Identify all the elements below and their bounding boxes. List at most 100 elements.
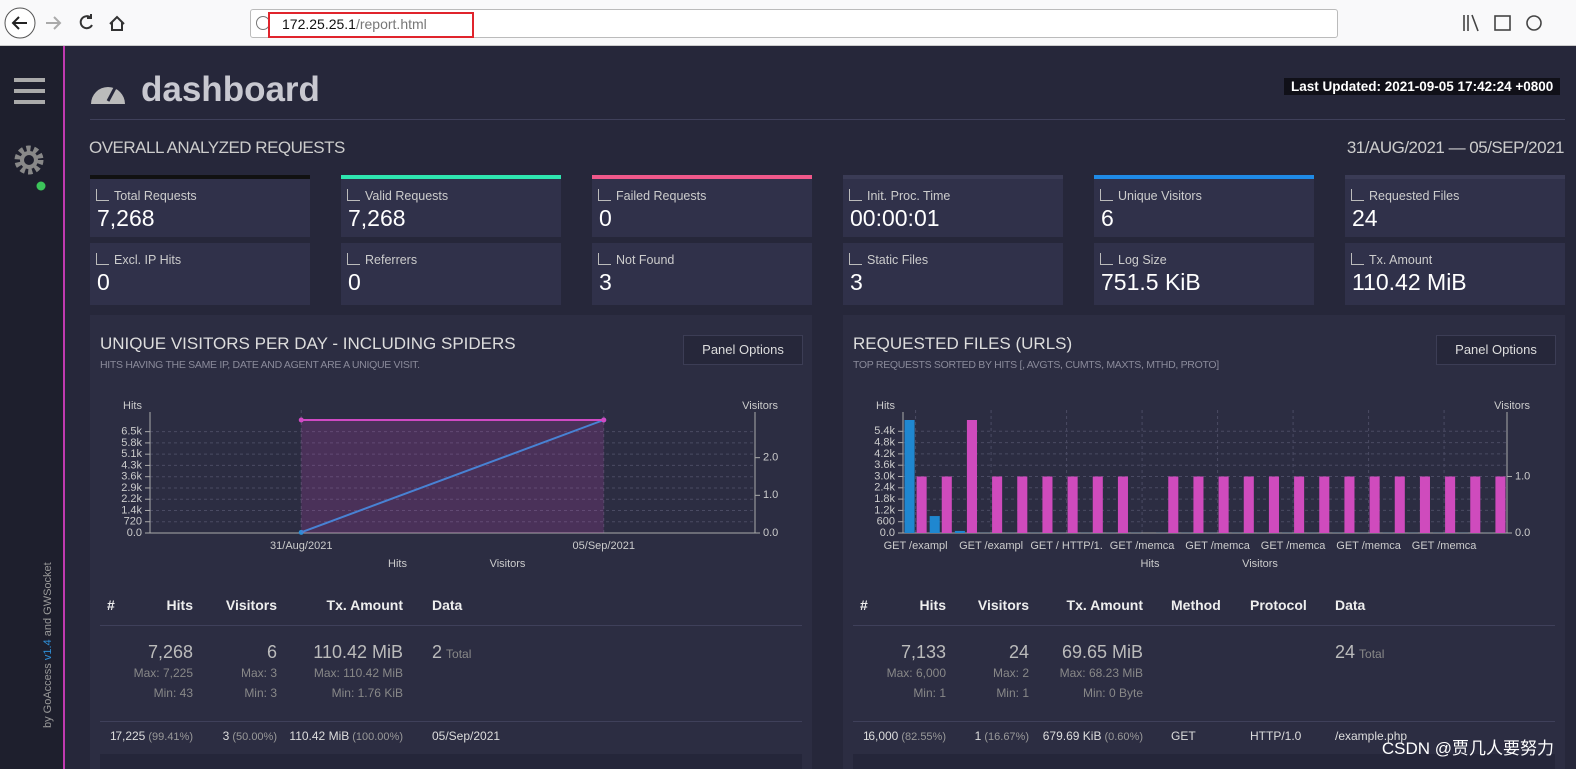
y-tick-label: 6.5k xyxy=(121,426,142,438)
cell-percent: (0.60%) xyxy=(1104,731,1143,743)
summary-min: Min: 1 xyxy=(913,686,946,700)
column-header[interactable]: Protocol xyxy=(1250,597,1307,613)
y-tick-label: 3.0k xyxy=(874,470,895,482)
bar xyxy=(1117,476,1128,533)
card-icon xyxy=(849,253,862,265)
divider xyxy=(90,119,1565,120)
y-tick-label: 5.8k xyxy=(121,437,142,449)
bar xyxy=(954,530,965,533)
legend-item: Visitors xyxy=(1242,558,1278,570)
card-value: 00:00:01 xyxy=(850,205,940,231)
bar xyxy=(1470,476,1481,533)
column-header[interactable]: Visitors xyxy=(225,597,277,613)
cell-value: 1 xyxy=(863,729,870,743)
y-tick-label: 4.8k xyxy=(874,437,895,449)
column-header[interactable]: Visitors xyxy=(977,597,1029,613)
card-value: 751.5 KiB xyxy=(1101,269,1201,295)
summary-total: 2 Total xyxy=(432,642,471,663)
summary-max: Max: 7,225 xyxy=(133,666,193,680)
home-button[interactable] xyxy=(109,15,125,31)
column-header[interactable]: Hits xyxy=(919,597,946,613)
line xyxy=(300,419,605,534)
card-icon xyxy=(1100,189,1113,201)
cell-value: GET xyxy=(1171,729,1196,743)
card-value: 0 xyxy=(97,269,110,295)
table-cell: 679.69 KiB (0.60%) xyxy=(1043,729,1143,743)
column-header[interactable]: Data xyxy=(1335,597,1366,613)
card-label: Unique Visitors xyxy=(1118,189,1202,203)
gauge-needle xyxy=(106,85,118,102)
cell-percent: (100.00%) xyxy=(352,731,403,743)
bar xyxy=(1344,476,1355,533)
column-header[interactable]: Hits xyxy=(166,597,193,613)
reload-button[interactable] xyxy=(79,14,93,30)
x-tick-label: GET /exampl xyxy=(884,540,948,552)
x-tick-label: GET /memca xyxy=(1336,540,1401,552)
panel xyxy=(843,315,1565,769)
panel-options[interactable]: Panel Options xyxy=(1436,335,1556,365)
browser-toolbar: 172.25.25.1/report.html xyxy=(0,0,1576,46)
y2-tick-label: 1.0 xyxy=(1515,470,1530,482)
y-tick-label: 5.1k xyxy=(121,448,142,460)
y-axis-title: Hits xyxy=(876,400,895,412)
bar xyxy=(1243,476,1254,533)
account-icon[interactable] xyxy=(1526,15,1542,31)
card-value: 24 xyxy=(1352,205,1378,231)
card-label: Requested Files xyxy=(1369,189,1460,203)
stat-card: Log Size 751.5 KiB xyxy=(1094,243,1314,305)
y-tick-label: 4.3k xyxy=(121,459,142,471)
cell-percent: (16.67%) xyxy=(984,731,1029,743)
y-tick-label: 3.6k xyxy=(874,459,895,471)
row-line xyxy=(853,721,1555,722)
y-tick-label: 600 xyxy=(877,516,895,528)
next-row xyxy=(100,754,802,769)
settings-gear[interactable] xyxy=(14,145,44,175)
menu-bar[interactable] xyxy=(14,78,45,82)
cell-value: 3 xyxy=(222,729,230,743)
column-header[interactable]: Method xyxy=(1171,597,1221,613)
y2-tick-label: 0.0 xyxy=(1515,527,1530,539)
bar xyxy=(1394,476,1405,533)
bar xyxy=(1218,476,1229,533)
url-field[interactable]: 172.25.25.1/report.html xyxy=(250,9,1338,38)
bar xyxy=(941,476,952,533)
stat-card: Valid Requests 7,268 xyxy=(341,175,561,237)
column-header[interactable]: Tx. Amount xyxy=(1066,597,1143,613)
bar xyxy=(1017,476,1028,533)
cell-percent: (50.00%) xyxy=(232,731,277,743)
date-range: 31/AUG/2021 — 05/SEP/2021 xyxy=(1346,138,1565,157)
summary-min: Min: 1 xyxy=(996,686,1029,700)
bar xyxy=(1319,476,1330,533)
bar xyxy=(1193,476,1204,533)
sidebar-icons xyxy=(14,78,46,191)
library-icon[interactable] xyxy=(1463,14,1479,32)
menu-bar xyxy=(14,100,45,104)
y-tick-label: 5.4k xyxy=(874,425,895,437)
card-value: 3 xyxy=(850,269,863,295)
column-header[interactable]: Tx. Amount xyxy=(326,597,403,613)
card-value: 3 xyxy=(599,269,612,295)
row-line xyxy=(100,721,802,722)
summary-max: Max: 110.42 MiB xyxy=(313,666,403,680)
column-header[interactable]: Data xyxy=(432,597,463,613)
card-icon xyxy=(96,253,109,265)
y-tick-label: 4.2k xyxy=(874,448,895,460)
watermark: CSDN @贾几人要努力 xyxy=(1381,739,1554,758)
card-value: 7,268 xyxy=(348,205,406,231)
panel-options[interactable]: Panel Options xyxy=(683,335,803,365)
x-tick-label: GET /memca xyxy=(1412,540,1477,552)
x-tick-label: GET / HTTP/1. xyxy=(1030,540,1103,552)
stat-card: Referrers 0 xyxy=(341,243,561,305)
card-value: 0 xyxy=(599,205,612,231)
forward-button[interactable] xyxy=(46,16,62,30)
bar xyxy=(904,420,915,533)
total-value: 24 xyxy=(1335,642,1356,662)
summary-min: Min: 3 xyxy=(244,686,277,700)
column-header: # xyxy=(860,597,868,613)
y-tick-label: 2.2k xyxy=(121,493,142,505)
sidebar-icon[interactable] xyxy=(1494,15,1511,31)
next-row xyxy=(853,754,1555,769)
card-icon xyxy=(96,189,109,201)
column-header: # xyxy=(107,597,115,613)
